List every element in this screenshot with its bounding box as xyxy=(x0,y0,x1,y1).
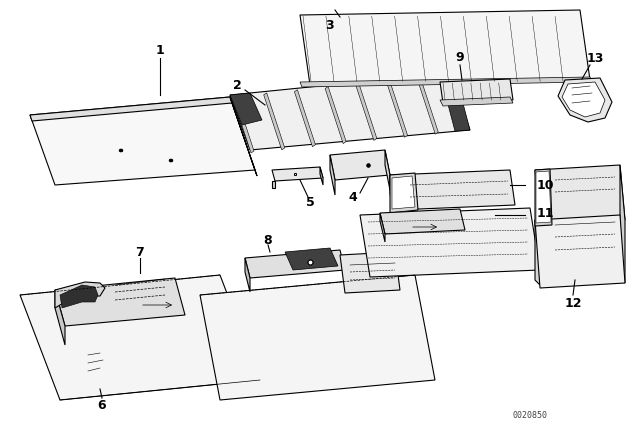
Polygon shape xyxy=(385,150,390,190)
Polygon shape xyxy=(55,278,185,326)
Polygon shape xyxy=(330,155,335,195)
Polygon shape xyxy=(558,78,612,122)
Polygon shape xyxy=(300,77,592,87)
Polygon shape xyxy=(85,348,110,378)
Polygon shape xyxy=(60,285,98,308)
Polygon shape xyxy=(340,252,400,293)
Polygon shape xyxy=(380,213,385,242)
Polygon shape xyxy=(272,167,323,181)
Polygon shape xyxy=(535,215,625,288)
Polygon shape xyxy=(535,169,552,226)
Polygon shape xyxy=(387,80,408,137)
Text: 11: 11 xyxy=(536,207,554,220)
Polygon shape xyxy=(30,97,255,185)
Text: 0020850: 0020850 xyxy=(513,410,547,419)
Polygon shape xyxy=(356,83,377,140)
Polygon shape xyxy=(562,82,605,117)
Polygon shape xyxy=(380,209,465,234)
Polygon shape xyxy=(245,250,345,278)
Text: 10: 10 xyxy=(536,178,554,191)
Polygon shape xyxy=(55,282,105,308)
Polygon shape xyxy=(325,86,346,143)
Polygon shape xyxy=(535,165,625,225)
Polygon shape xyxy=(392,176,415,209)
Text: 9: 9 xyxy=(456,51,464,64)
Polygon shape xyxy=(230,93,262,125)
Text: 8: 8 xyxy=(264,233,272,246)
Text: 7: 7 xyxy=(136,246,145,258)
Polygon shape xyxy=(620,165,625,283)
Polygon shape xyxy=(78,342,120,392)
Text: 5: 5 xyxy=(306,195,314,208)
Polygon shape xyxy=(264,93,285,150)
Text: 1: 1 xyxy=(156,43,164,56)
Text: 3: 3 xyxy=(326,18,334,31)
Polygon shape xyxy=(440,73,470,131)
Polygon shape xyxy=(285,248,338,270)
Polygon shape xyxy=(230,73,470,150)
Polygon shape xyxy=(230,97,257,176)
Text: 6: 6 xyxy=(98,399,106,412)
Polygon shape xyxy=(300,10,590,85)
Polygon shape xyxy=(294,90,316,146)
Polygon shape xyxy=(440,97,513,106)
Text: 4: 4 xyxy=(349,190,357,203)
Polygon shape xyxy=(233,96,254,153)
Polygon shape xyxy=(30,97,232,121)
Polygon shape xyxy=(272,181,275,188)
Text: 12: 12 xyxy=(564,297,582,310)
Polygon shape xyxy=(360,208,540,277)
Polygon shape xyxy=(200,275,435,400)
Polygon shape xyxy=(20,275,260,400)
Polygon shape xyxy=(390,170,515,210)
Polygon shape xyxy=(330,150,390,180)
Polygon shape xyxy=(55,290,65,345)
Polygon shape xyxy=(535,220,540,285)
Polygon shape xyxy=(536,171,551,223)
Text: 2: 2 xyxy=(232,78,241,91)
Polygon shape xyxy=(440,79,513,103)
Polygon shape xyxy=(390,173,418,213)
Polygon shape xyxy=(390,175,395,228)
Polygon shape xyxy=(245,258,250,292)
Polygon shape xyxy=(417,77,438,134)
Polygon shape xyxy=(320,167,323,185)
Text: 13: 13 xyxy=(586,52,604,65)
